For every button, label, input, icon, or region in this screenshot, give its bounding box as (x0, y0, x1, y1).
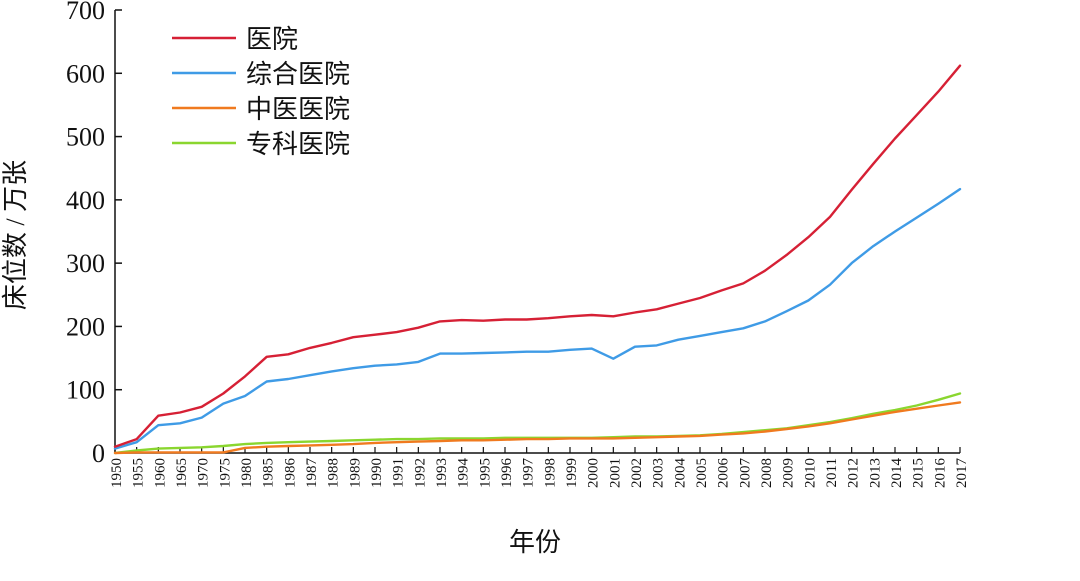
series-line-3 (113, 392, 962, 455)
series-line-1 (113, 187, 962, 450)
x-tick-label: 2002 (629, 458, 645, 488)
y-axis-ticks: 0 100 200 300 400 500 600 700 (66, 0, 122, 468)
x-tick-label: 2000 (586, 458, 602, 488)
x-tick-label: 1993 (434, 458, 450, 488)
x-tick-label: 1995 (477, 458, 493, 488)
x-tick-label: 1989 (347, 458, 363, 488)
x-tick-label: 2016 (932, 458, 948, 489)
x-tick-label: 2010 (802, 458, 818, 488)
x-tick-label: 1980 (239, 458, 255, 488)
x-tick-label: 2015 (911, 458, 927, 488)
series-line-0 (113, 64, 962, 448)
x-tick-label: 2012 (846, 458, 862, 488)
series-lines (113, 64, 962, 455)
x-tick-label: 2003 (651, 458, 667, 488)
x-tick-label: 1994 (456, 458, 472, 489)
y-tick-label: 100 (66, 376, 105, 405)
x-tick-label: 1999 (564, 458, 580, 488)
y-tick-label: 300 (66, 249, 105, 278)
legend-label: 中医医院 (246, 95, 350, 124)
x-tick-label: 1990 (369, 458, 385, 488)
x-tick-label: 1998 (542, 458, 558, 488)
x-tick-label: 1988 (326, 458, 342, 488)
y-tick-label: 400 (66, 186, 105, 215)
x-tick-label: 1985 (261, 458, 277, 488)
x-tick-label: 2017 (954, 458, 970, 489)
x-tick-label: 2014 (889, 458, 905, 489)
x-axis-ticks: 1950 1955 1960 1965 1970 1975 1980 1985 1986 1987… (109, 447, 970, 488)
x-axis-title: 年份 (509, 528, 561, 557)
x-tick-label: 2005 (694, 458, 710, 488)
x-tick-label: 1996 (499, 458, 515, 489)
x-tick-label: 1950 (109, 458, 125, 488)
x-tick-label: 1992 (412, 458, 428, 488)
x-tick-label: 1970 (196, 458, 212, 488)
x-tick-label: 1960 (152, 458, 168, 488)
x-tick-label: 1955 (131, 458, 147, 488)
y-tick-label: 200 (66, 312, 105, 341)
x-tick-label: 1986 (282, 458, 298, 489)
x-tick-label: 2011 (824, 458, 840, 487)
x-tick-label: 1997 (521, 458, 537, 489)
x-tick-label: 2006 (716, 458, 732, 489)
legend-label: 专科医院 (246, 130, 350, 159)
y-tick-label: 600 (66, 59, 105, 88)
x-tick-label: 2009 (781, 458, 797, 488)
x-tick-label: 1975 (217, 458, 233, 488)
y-axis-title: 床位数 / 万张 (1, 160, 30, 310)
x-tick-label: 2007 (737, 458, 753, 489)
x-tick-label: 2008 (759, 458, 775, 488)
y-tick-label: 700 (66, 0, 105, 25)
x-tick-label: 1991 (391, 458, 407, 488)
legend-label: 医院 (246, 25, 298, 54)
y-tick-label: 500 (66, 123, 105, 152)
x-tick-label: 1965 (174, 458, 190, 488)
series-line-2 (113, 401, 962, 455)
x-tick-label: 2001 (607, 458, 623, 488)
legend-label: 综合医院 (246, 60, 350, 89)
x-tick-label: 2013 (867, 458, 883, 488)
x-tick-label: 1987 (304, 458, 320, 489)
y-tick-label: 0 (92, 439, 105, 468)
x-tick-label: 2004 (672, 458, 688, 489)
